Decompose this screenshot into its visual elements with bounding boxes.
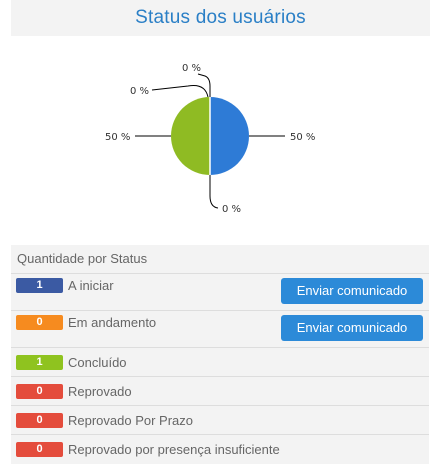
connector-top xyxy=(197,73,211,97)
page-title: Status dos usuários xyxy=(135,7,306,28)
status-row-concluido: 1 Concluído xyxy=(11,348,429,377)
status-label: Reprovado Por Prazo xyxy=(68,413,194,428)
panel-title: Quantidade por Status xyxy=(11,245,429,274)
status-panel: Quantidade por Status 1 A iniciar Enviar… xyxy=(11,245,429,464)
status-count-badge: 0 xyxy=(16,315,63,330)
status-row-reprovado: 0 Reprovado xyxy=(11,377,429,406)
status-row-reprovado-presenca: 0 Reprovado por presença insuficiente xyxy=(11,435,429,463)
data-label-upper-left: 0 % xyxy=(130,86,149,97)
status-label: Reprovado xyxy=(68,384,132,399)
status-label: Concluído xyxy=(68,355,127,370)
status-count-badge: 0 xyxy=(16,413,63,428)
status-row-em-andamento: 0 Em andamento Enviar comunicado xyxy=(11,311,429,348)
send-notice-button[interactable]: Enviar comunicado xyxy=(281,278,423,304)
connector-upper-left xyxy=(151,85,209,98)
connector-bottom xyxy=(209,175,219,209)
pie-slice-a-iniciar[interactable] xyxy=(210,97,249,175)
status-row-a-iniciar: 1 A iniciar Enviar comunicado xyxy=(11,274,429,311)
status-label: Reprovado por presença insuficiente xyxy=(68,442,280,457)
status-count-badge: 1 xyxy=(16,278,63,293)
send-notice-button[interactable]: Enviar comunicado xyxy=(281,315,423,341)
pie-chart: 50 % 50 % 0 % 0 % 0 % xyxy=(0,36,436,236)
pie-chart-svg: 50 % 50 % 0 % 0 % 0 % xyxy=(105,63,315,215)
status-label: Em andamento xyxy=(68,315,157,330)
data-label-left: 50 % xyxy=(105,132,130,143)
status-count-badge: 0 xyxy=(16,384,63,399)
pie-slice-concluido[interactable] xyxy=(171,97,210,175)
data-label-right: 50 % xyxy=(290,132,315,143)
chart-header: Status dos usuários xyxy=(11,0,430,36)
status-count-badge: 1 xyxy=(16,355,63,370)
status-count-badge: 0 xyxy=(16,442,63,457)
data-label-bottom: 0 % xyxy=(222,204,241,215)
status-label: A iniciar xyxy=(68,278,114,293)
status-row-reprovado-por-prazo: 0 Reprovado Por Prazo xyxy=(11,406,429,435)
data-label-top: 0 % xyxy=(182,63,201,74)
